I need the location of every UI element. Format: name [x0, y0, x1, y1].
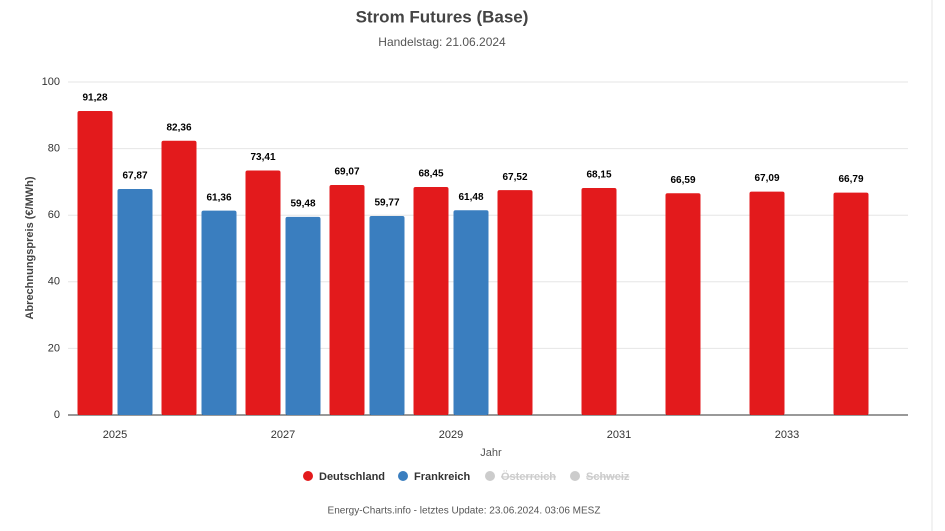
value-label: 73,41 [250, 152, 275, 163]
chart-subtitle: Handelstag: 21.06.2024 [378, 35, 506, 49]
bar [245, 170, 281, 415]
y-axis-label: Abrechnungspreis (€/MWh) [24, 176, 36, 319]
y-tick-label: 0 [54, 409, 60, 421]
legend-entry[interactable]: Schweiz [586, 471, 630, 483]
legend-entry[interactable]: Deutschland [319, 471, 385, 483]
legend-marker [303, 471, 313, 481]
bar [201, 210, 237, 415]
legend-entry[interactable]: Österreich [501, 470, 556, 483]
y-tick-label: 20 [48, 342, 60, 354]
value-label: 67,52 [502, 172, 527, 183]
legend-marker [570, 471, 580, 481]
legend-marker [485, 471, 495, 481]
value-label: 61,48 [458, 192, 483, 203]
bar [581, 188, 617, 415]
bar [77, 111, 113, 415]
x-tick-label: 2033 [775, 429, 799, 441]
chart-title: Strom Futures (Base) [356, 7, 529, 26]
value-label: 68,15 [586, 170, 611, 181]
value-label: 67,87 [122, 171, 147, 182]
value-label: 59,48 [290, 199, 315, 210]
x-tick-label: 2025 [103, 429, 127, 441]
value-label: 91,28 [82, 93, 107, 104]
value-label: 69,07 [334, 167, 359, 178]
value-label: 66,59 [670, 175, 695, 186]
bar [497, 190, 533, 415]
bar [749, 191, 785, 415]
bar [161, 140, 197, 415]
bar [833, 192, 869, 415]
x-tick-label: 2027 [271, 429, 295, 441]
legend-entry[interactable]: Frankreich [414, 471, 471, 483]
value-label: 59,77 [374, 198, 399, 209]
bar [285, 216, 321, 415]
value-label: 61,36 [206, 192, 231, 203]
legend-marker [398, 471, 408, 481]
bar [329, 184, 365, 415]
y-tick-label: 100 [42, 76, 60, 88]
bar [413, 187, 449, 415]
y-tick-label: 40 [48, 276, 60, 288]
footer: Energy-Charts.info - letztes Update: 23.… [328, 506, 601, 517]
bar [453, 210, 489, 415]
bar [665, 193, 701, 415]
value-label: 68,45 [418, 169, 443, 180]
y-tick-label: 80 [48, 143, 60, 155]
value-label: 67,09 [754, 173, 779, 184]
x-tick-label: 2031 [607, 429, 631, 441]
value-label: 66,79 [838, 174, 863, 185]
x-tick-label: 2029 [439, 429, 463, 441]
x-axis-label: Jahr [480, 447, 502, 459]
bar [369, 215, 405, 415]
bar [117, 188, 153, 415]
value-label: 82,36 [166, 122, 191, 133]
y-tick-label: 60 [48, 209, 60, 221]
